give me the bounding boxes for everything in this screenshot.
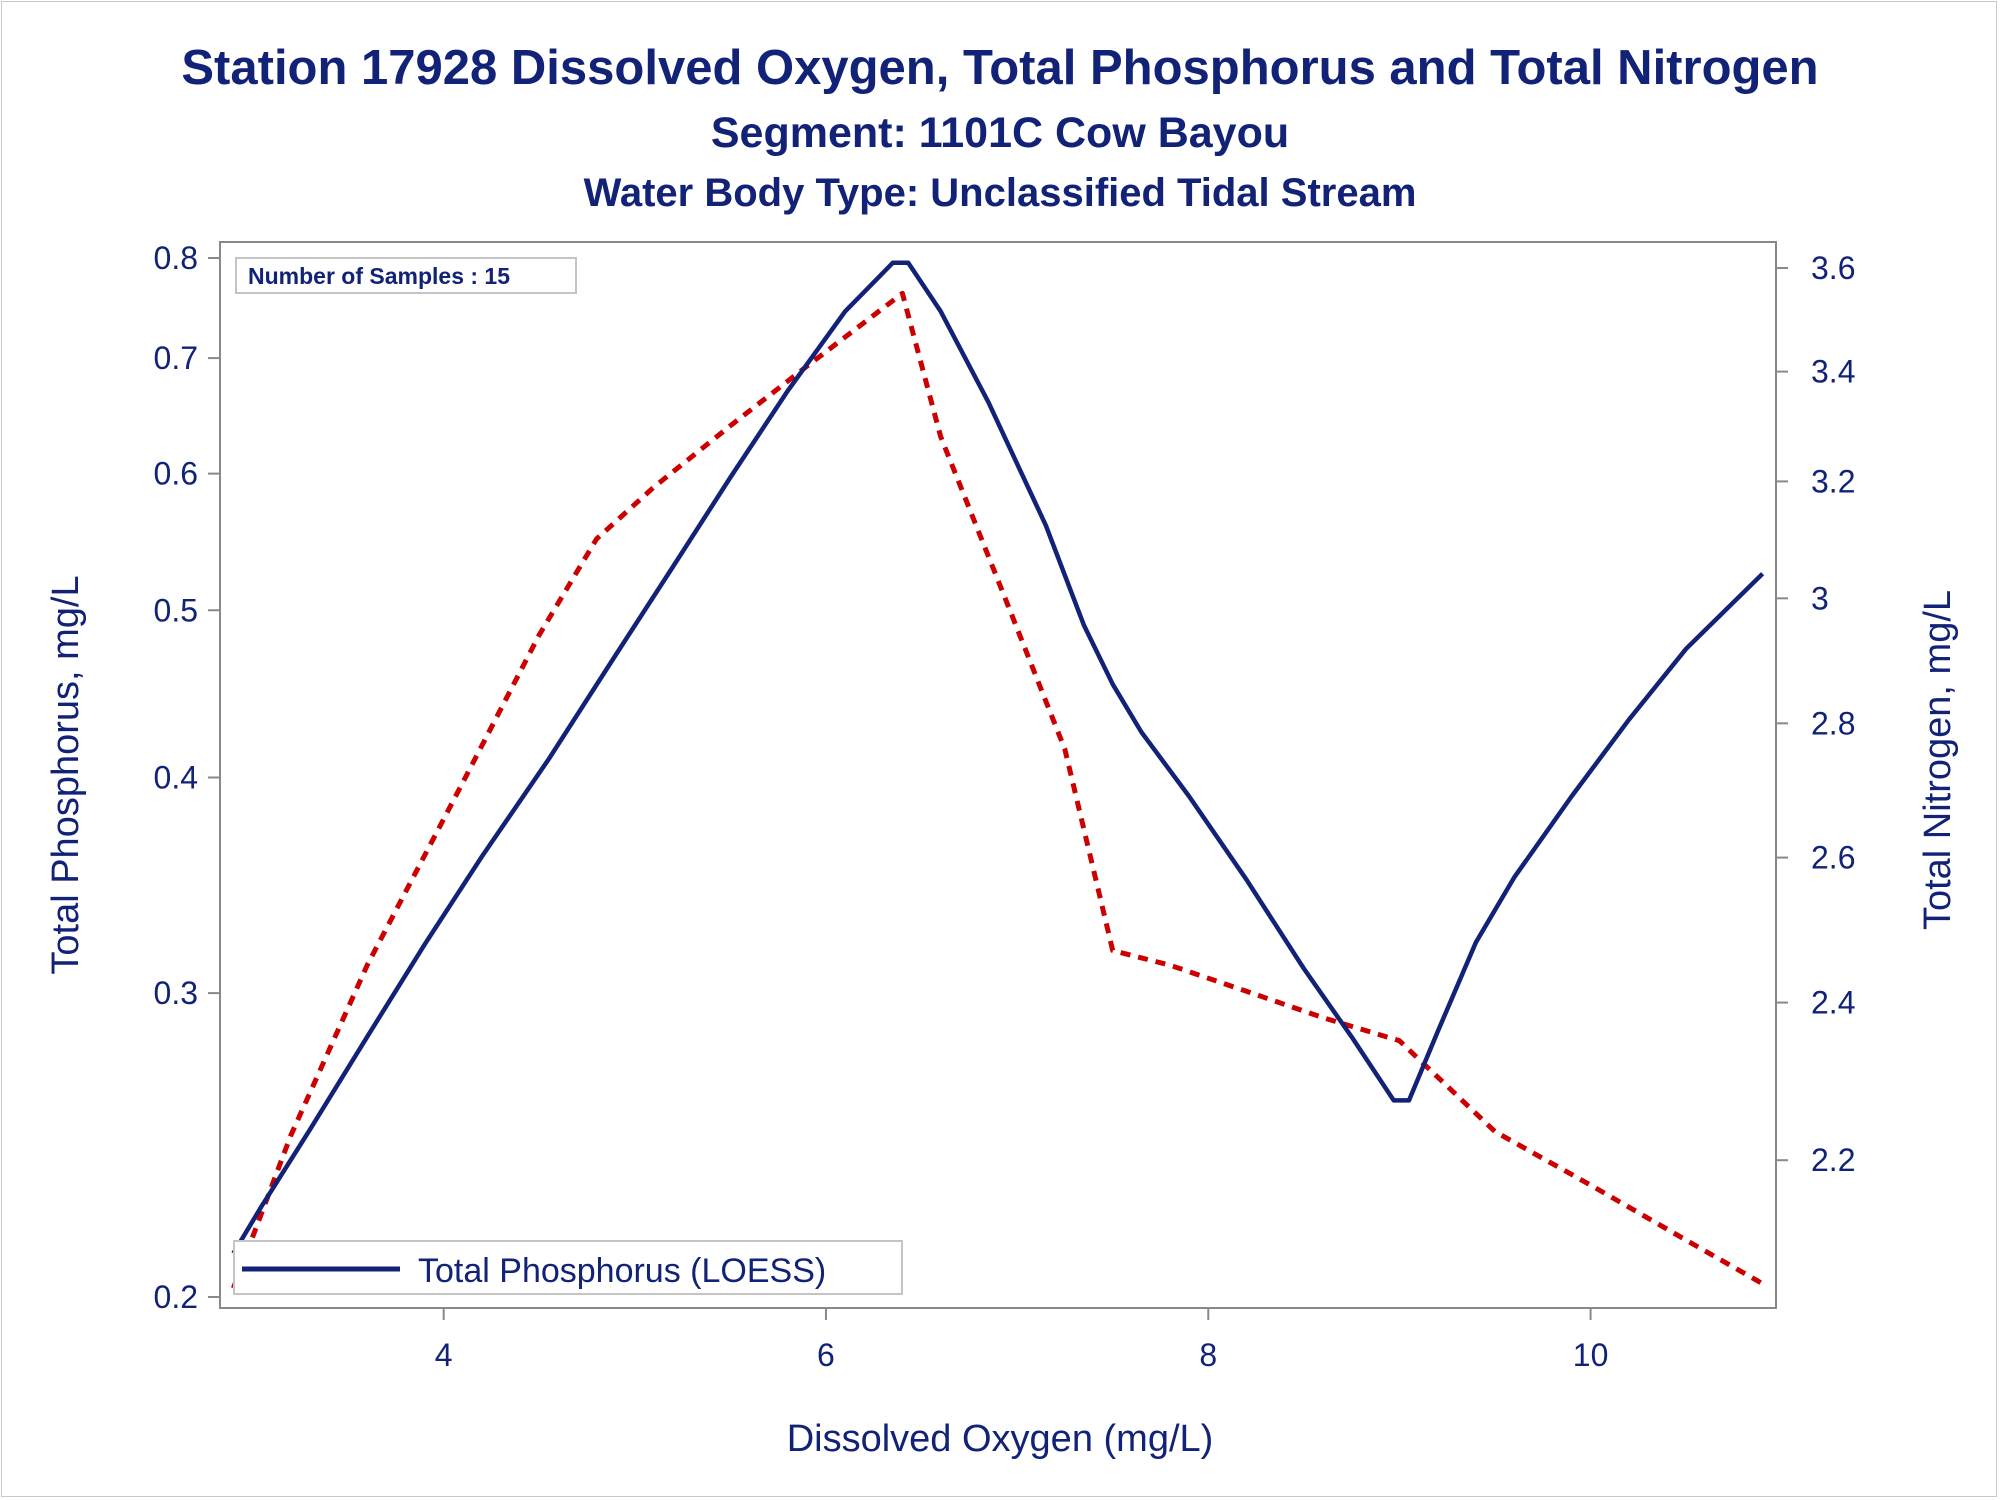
legend-label: Total Phosphorus (LOESS) bbox=[418, 1252, 826, 1290]
y-tick-label: 0.2 bbox=[154, 1279, 198, 1315]
y-tick-label: 0.8 bbox=[154, 240, 198, 276]
x-axis-label: Dissolved Oxygen (mg/L) bbox=[787, 1418, 1214, 1460]
x-tick-label: 4 bbox=[435, 1337, 453, 1373]
y-tick-label: 0.6 bbox=[154, 456, 198, 492]
y2-tick-label: 2.2 bbox=[1811, 1142, 1855, 1178]
x-tick-label: 8 bbox=[1199, 1337, 1217, 1373]
total-nitrogen-line bbox=[231, 290, 1764, 1289]
y-tick-label: 0.7 bbox=[154, 340, 198, 376]
y-axis-label: Total Phosphorus, mg/L bbox=[45, 575, 87, 974]
series-layer bbox=[231, 260, 1765, 1289]
samples-inset-text: Number of Samples : 15 bbox=[248, 263, 510, 289]
y2-tick-label: 3.2 bbox=[1811, 463, 1855, 499]
y2-tick-label: 3.4 bbox=[1811, 354, 1855, 390]
x-tick-label: 6 bbox=[817, 1337, 835, 1373]
y-tick-label: 0.4 bbox=[154, 760, 198, 796]
y2-tick-label: 2.4 bbox=[1811, 985, 1855, 1021]
chart-subtitle-2: Water Body Type: Unclassified Tidal Stre… bbox=[584, 171, 1417, 215]
y-tick-label: 0.3 bbox=[154, 975, 198, 1011]
y2-tick-label: 3 bbox=[1811, 580, 1829, 616]
y2-tick-label: 2.6 bbox=[1811, 840, 1855, 876]
chart-title: Station 17928 Dissolved Oxygen, Total Ph… bbox=[181, 41, 1818, 95]
chart-subtitle: Segment: 1101C Cow Bayou bbox=[711, 109, 1289, 157]
y2-axis-label: Total Nitrogen, mg/L bbox=[1917, 590, 1959, 930]
x-tick-label: 10 bbox=[1573, 1337, 1609, 1373]
y-axis-left: 0.8 0.7 0.6 0.5 0.4 0.3 0.2 bbox=[154, 240, 220, 1315]
y2-tick-label: 3.6 bbox=[1811, 250, 1855, 286]
samples-inset-box bbox=[235, 257, 577, 294]
y-axis-right: 3.6 3.4 3.2 3 2.8 2.6 2.4 2.2 bbox=[1776, 250, 1855, 1178]
plot-area bbox=[219, 241, 1777, 1309]
total-phosphorus-line bbox=[231, 260, 1765, 1255]
x-axis: 4 6 8 10 bbox=[435, 1308, 1609, 1373]
y2-tick-label: 2.8 bbox=[1811, 705, 1855, 741]
y-tick-label: 0.5 bbox=[154, 592, 198, 628]
